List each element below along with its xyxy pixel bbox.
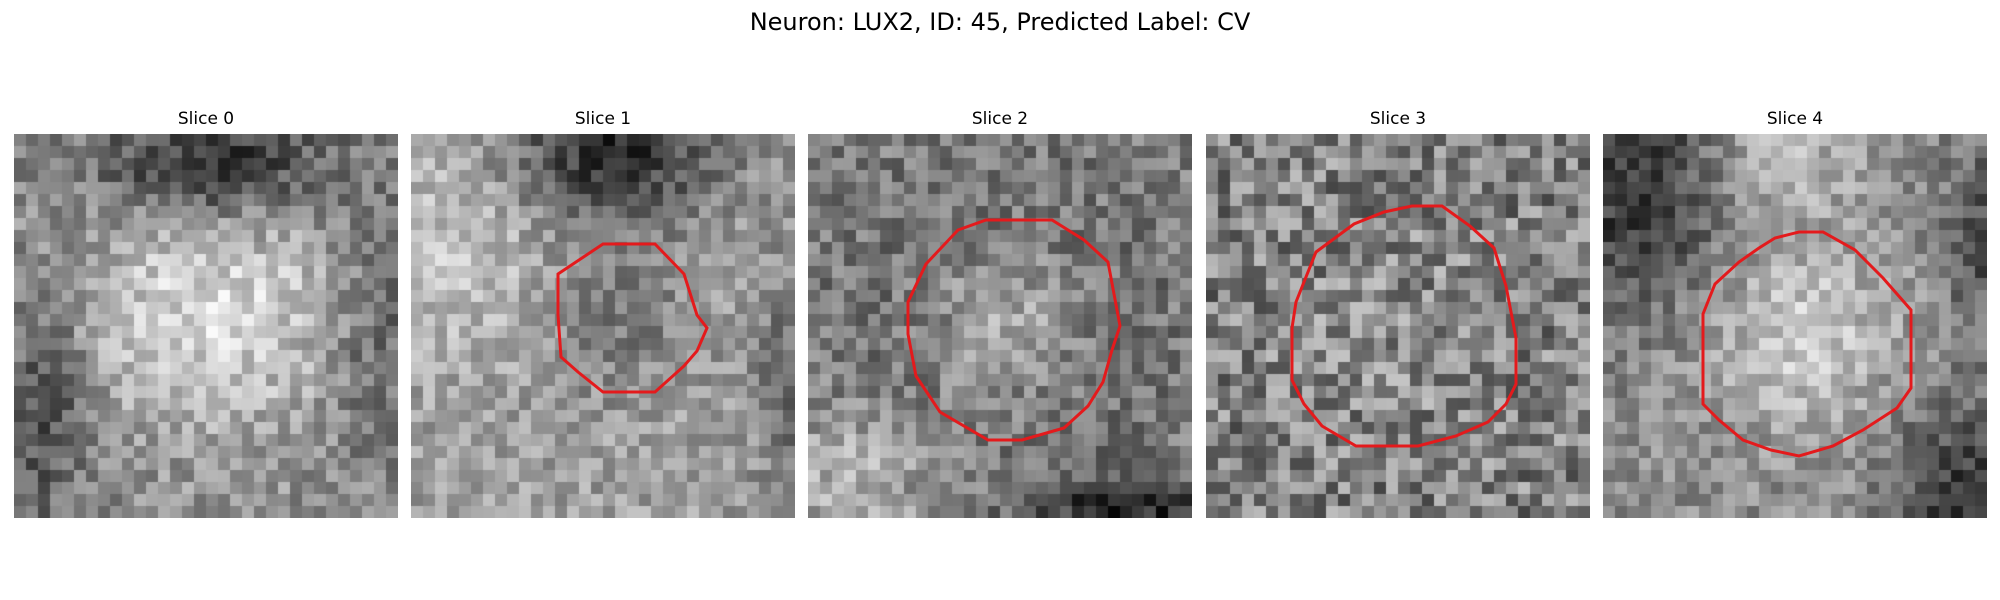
panel-title-slice-3: Slice 3	[1369, 109, 1427, 129]
panel-title-slice-4: Slice 4	[1766, 109, 1824, 129]
slice-1-contour	[556, 242, 709, 394]
slice-4-contour	[1701, 230, 1913, 458]
figure-title: Neuron: LUX2, ID: 45, Predicted Label: C…	[749, 8, 1251, 36]
slice-3-image	[1206, 134, 1590, 518]
panel-title-slice-0: Slice 0	[177, 109, 235, 129]
slice-1-image	[411, 134, 795, 518]
slice-3-contour	[1290, 204, 1518, 448]
panel-title-slice-2: Slice 2	[971, 109, 1029, 129]
panel-title-slice-1: Slice 1	[574, 109, 632, 129]
slice-2-image	[808, 134, 1192, 518]
slice-0-image	[14, 134, 398, 518]
slice-2-contour	[906, 218, 1122, 442]
